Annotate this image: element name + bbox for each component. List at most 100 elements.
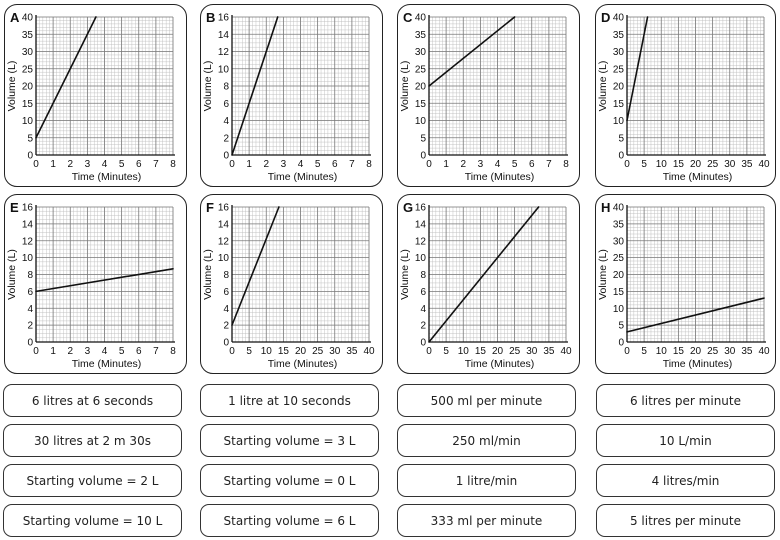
- y-tick-label: 0: [27, 338, 33, 349]
- y-tick-label: 35: [22, 30, 34, 41]
- y-tick-label: 25: [415, 64, 427, 75]
- x-tick-label: 0: [624, 159, 630, 170]
- x-tick-label: 35: [741, 159, 753, 170]
- card-r2-c4[interactable]: 10 L/min: [596, 424, 775, 457]
- x-axis-title: Time (Minutes): [465, 358, 535, 370]
- graph-panel-g: 0 5 10 15 20 25 30 35 40 0 2 4 6 8 10 12 14 16 Time (Minut…: [397, 194, 580, 374]
- graph-letter-e: E: [10, 200, 19, 215]
- y-tick-label: 35: [415, 30, 427, 41]
- y-tick-label: 10: [613, 304, 625, 315]
- y-tick-label: 5: [618, 133, 624, 144]
- y-tick-label: 15: [415, 99, 427, 110]
- y-tick-label: 4: [223, 116, 229, 127]
- y-tick-label: 40: [613, 13, 625, 24]
- graph-panel-d: 0 5 10 15 20 25 30 35 40 0 5 10 15 20 25 30 35 40 Time (Mi…: [595, 4, 776, 187]
- card-r3-c1[interactable]: Starting volume = 2 L: [3, 464, 182, 497]
- y-tick-label: 0: [618, 338, 624, 349]
- card-r4-c4[interactable]: 5 litres per minute: [596, 504, 775, 537]
- y-tick-label: 25: [22, 64, 34, 75]
- x-tick-label: 10: [656, 346, 668, 357]
- y-tick-label: 15: [613, 99, 625, 110]
- card-r3-c3[interactable]: 1 litre/min: [397, 464, 576, 497]
- x-tick-label: 25: [707, 159, 719, 170]
- x-tick-label: 0: [33, 346, 39, 357]
- y-axis-title: Volume (L): [399, 61, 411, 112]
- y-tick-label: 6: [420, 287, 426, 298]
- card-r2-c3[interactable]: 250 ml/min: [397, 424, 576, 457]
- x-tick-label: 7: [546, 159, 552, 170]
- card-r1-c1[interactable]: 6 litres at 6 seconds: [3, 384, 182, 417]
- y-tick-label: 0: [223, 151, 229, 162]
- x-tick-label: 5: [119, 346, 125, 357]
- x-axis-title: Time (Minutes): [465, 171, 535, 183]
- x-tick-label: 6: [136, 159, 142, 170]
- data-line-h: [626, 297, 765, 333]
- y-tick-label: 14: [415, 219, 427, 230]
- y-tick-label: 20: [415, 82, 427, 93]
- data-line-f: [231, 206, 280, 326]
- x-tick-label: 3: [85, 346, 91, 357]
- y-tick-label: 0: [27, 151, 33, 162]
- y-tick-label: 12: [218, 47, 230, 58]
- x-tick-label: 5: [119, 159, 125, 170]
- y-tick-label: 10: [22, 253, 34, 264]
- y-tick-label: 8: [223, 270, 229, 281]
- graph-letter-h: H: [601, 200, 610, 215]
- card-r4-c2[interactable]: Starting volume = 6 L: [200, 504, 379, 537]
- card-r2-c2[interactable]: Starting volume = 3 L: [200, 424, 379, 457]
- card-r1-c4[interactable]: 6 litres per minute: [596, 384, 775, 417]
- graph-letter-g: G: [403, 200, 413, 215]
- x-tick-label: 40: [758, 346, 770, 357]
- x-tick-label: 7: [349, 159, 355, 170]
- x-tick-label: 35: [741, 346, 753, 357]
- y-tick-label: 2: [420, 321, 426, 332]
- y-tick-label: 5: [618, 321, 624, 332]
- y-tick-label: 10: [415, 253, 427, 264]
- x-tick-label: 8: [170, 159, 176, 170]
- y-axis-title: Volume (L): [597, 61, 609, 112]
- card-r4-c3[interactable]: 333 ml per minute: [397, 504, 576, 537]
- x-tick-label: 6: [136, 346, 142, 357]
- x-tick-label: 30: [724, 346, 736, 357]
- y-tick-label: 12: [218, 236, 230, 247]
- y-tick-label: 12: [415, 236, 427, 247]
- graph-panel-c: 0 1 2 3 4 5 6 7 8 0 5 10 15 20 25 30 35 40 Time (Minutes) V…: [397, 4, 580, 187]
- x-tick-label: 3: [478, 159, 484, 170]
- y-tick-label: 5: [27, 133, 33, 144]
- y-tick-label: 10: [613, 116, 625, 127]
- x-tick-label: 2: [460, 159, 466, 170]
- y-tick-label: 14: [218, 219, 230, 230]
- x-tick-label: 1: [246, 159, 252, 170]
- card-r3-c4[interactable]: 4 litres/min: [596, 464, 775, 497]
- card-r1-c2[interactable]: 1 litre at 10 seconds: [200, 384, 379, 417]
- y-tick-label: 20: [22, 82, 34, 93]
- y-axis-title: Volume (L): [202, 61, 214, 112]
- y-tick-label: 0: [420, 151, 426, 162]
- x-tick-label: 1: [50, 346, 56, 357]
- x-tick-label: 15: [278, 346, 290, 357]
- y-tick-label: 16: [415, 203, 427, 214]
- y-tick-label: 30: [613, 47, 625, 58]
- card-r3-c2[interactable]: Starting volume = 0 L: [200, 464, 379, 497]
- graph-letter-a: A: [10, 10, 20, 25]
- card-r1-c3[interactable]: 500 ml per minute: [397, 384, 576, 417]
- card-r2-c1[interactable]: 30 litres at 2 m 30s: [3, 424, 182, 457]
- y-tick-label: 2: [223, 133, 229, 144]
- x-tick-label: 7: [153, 346, 159, 357]
- y-tick-label: 40: [613, 203, 625, 214]
- x-tick-label: 40: [758, 159, 770, 170]
- y-tick-label: 6: [223, 287, 229, 298]
- data-line-e: [35, 268, 174, 293]
- x-tick-label: 20: [690, 159, 702, 170]
- y-tick-label: 30: [22, 47, 34, 58]
- y-tick-label: 4: [27, 304, 33, 315]
- x-tick-label: 5: [443, 346, 449, 357]
- y-axis-title: Volume (L): [399, 249, 411, 300]
- x-tick-label: 15: [475, 346, 487, 357]
- y-tick-label: 15: [22, 99, 34, 110]
- card-r4-c1[interactable]: Starting volume = 10 L: [3, 504, 182, 537]
